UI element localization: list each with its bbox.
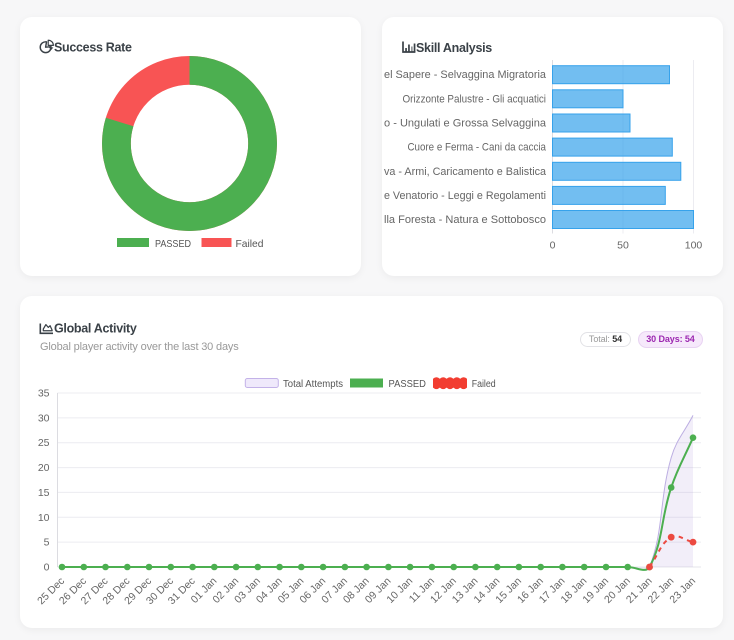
svg-text:va - Armi, Caricamento e Balis: va - Armi, Caricamento e Balistica: [384, 166, 547, 178]
svg-text:50: 50: [617, 240, 629, 252]
svg-text:35: 35: [38, 388, 50, 400]
svg-text:0: 0: [44, 562, 50, 574]
svg-text:lla Foresta - Natura e Sottobo: lla Foresta - Natura e Sottobosco: [384, 214, 546, 226]
svg-text:el Sapere - Selvaggina Migrato: el Sapere - Selvaggina Migratoria: [384, 69, 547, 81]
svg-text:PASSED: PASSED: [155, 238, 191, 250]
svg-text:Failed: Failed: [472, 379, 496, 390]
svg-text:100: 100: [685, 240, 703, 252]
svg-text:Failed: Failed: [236, 238, 264, 250]
svg-text:Cuore e Ferma - Cani da caccia: Cuore e Ferma - Cani da caccia: [408, 142, 547, 154]
svg-text:Orizzonte Palustre - Gli acqua: Orizzonte Palustre - Gli acquatici: [403, 93, 547, 105]
svg-text:5: 5: [44, 537, 50, 549]
svg-text:30: 30: [38, 412, 50, 424]
svg-text:Total Attempts: Total Attempts: [283, 379, 343, 390]
svg-text:0: 0: [550, 240, 556, 252]
svg-text:e Venatorio - Leggi e Regolame: e Venatorio - Leggi e Regolamenti: [384, 190, 546, 202]
svg-text:PASSED: PASSED: [389, 379, 426, 390]
svg-text:o - Ungulati e Grossa Selvaggi: o - Ungulati e Grossa Selvaggina: [384, 118, 547, 130]
svg-text:25: 25: [38, 437, 50, 449]
svg-text:15: 15: [38, 487, 50, 499]
svg-text:10: 10: [38, 512, 50, 524]
svg-text:20: 20: [38, 462, 50, 474]
